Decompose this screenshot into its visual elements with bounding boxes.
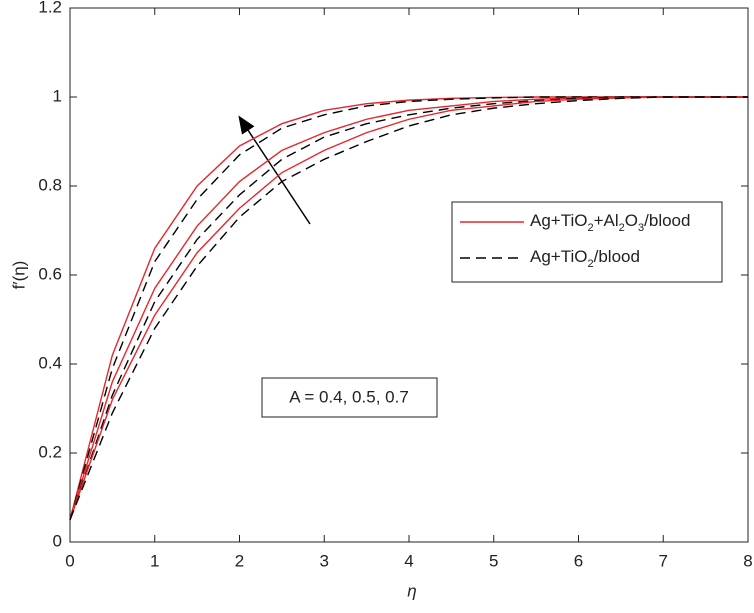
annotation-box — [261, 377, 438, 418]
legend-box — [451, 201, 723, 283]
arrow — [238, 115, 311, 225]
y-tick-label: 0.8 — [38, 175, 62, 194]
annotation: A = 0.4, 0.5, 0.7 — [289, 387, 409, 406]
y-tick-label: 0 — [53, 531, 62, 550]
line — [69, 96, 748, 520]
line — [69, 96, 748, 520]
x-tick-label: 4 — [404, 551, 413, 570]
line — [69, 96, 748, 520]
x-tick-label: 3 — [320, 551, 329, 570]
x-tick-label: 5 — [489, 551, 498, 570]
x-tick-label: 7 — [659, 551, 668, 570]
y-tick-label: 0.2 — [38, 442, 62, 461]
legend-label: Ag+TiO2+Al2O3/blood — [530, 211, 690, 233]
x-tick-label: 0 — [65, 551, 74, 570]
y-tick-label: 1.2 — [38, 0, 62, 16]
y-tick-label: 1 — [53, 86, 62, 105]
x-tick-label: 8 — [743, 551, 752, 570]
x-axis-label: η — [407, 581, 416, 600]
legend-label: Ag+TiO2/blood — [530, 247, 640, 269]
y-axis-label: f′(η) — [9, 261, 28, 290]
line — [69, 96, 748, 520]
x-tick-label: 6 — [574, 551, 583, 570]
line — [69, 96, 748, 521]
x-tick-label: 2 — [235, 551, 244, 570]
x-tick-label: 1 — [150, 551, 159, 570]
line — [69, 96, 748, 520]
y-tick-label: 0.4 — [38, 353, 62, 372]
y-tick-label: 0.6 — [38, 264, 62, 283]
